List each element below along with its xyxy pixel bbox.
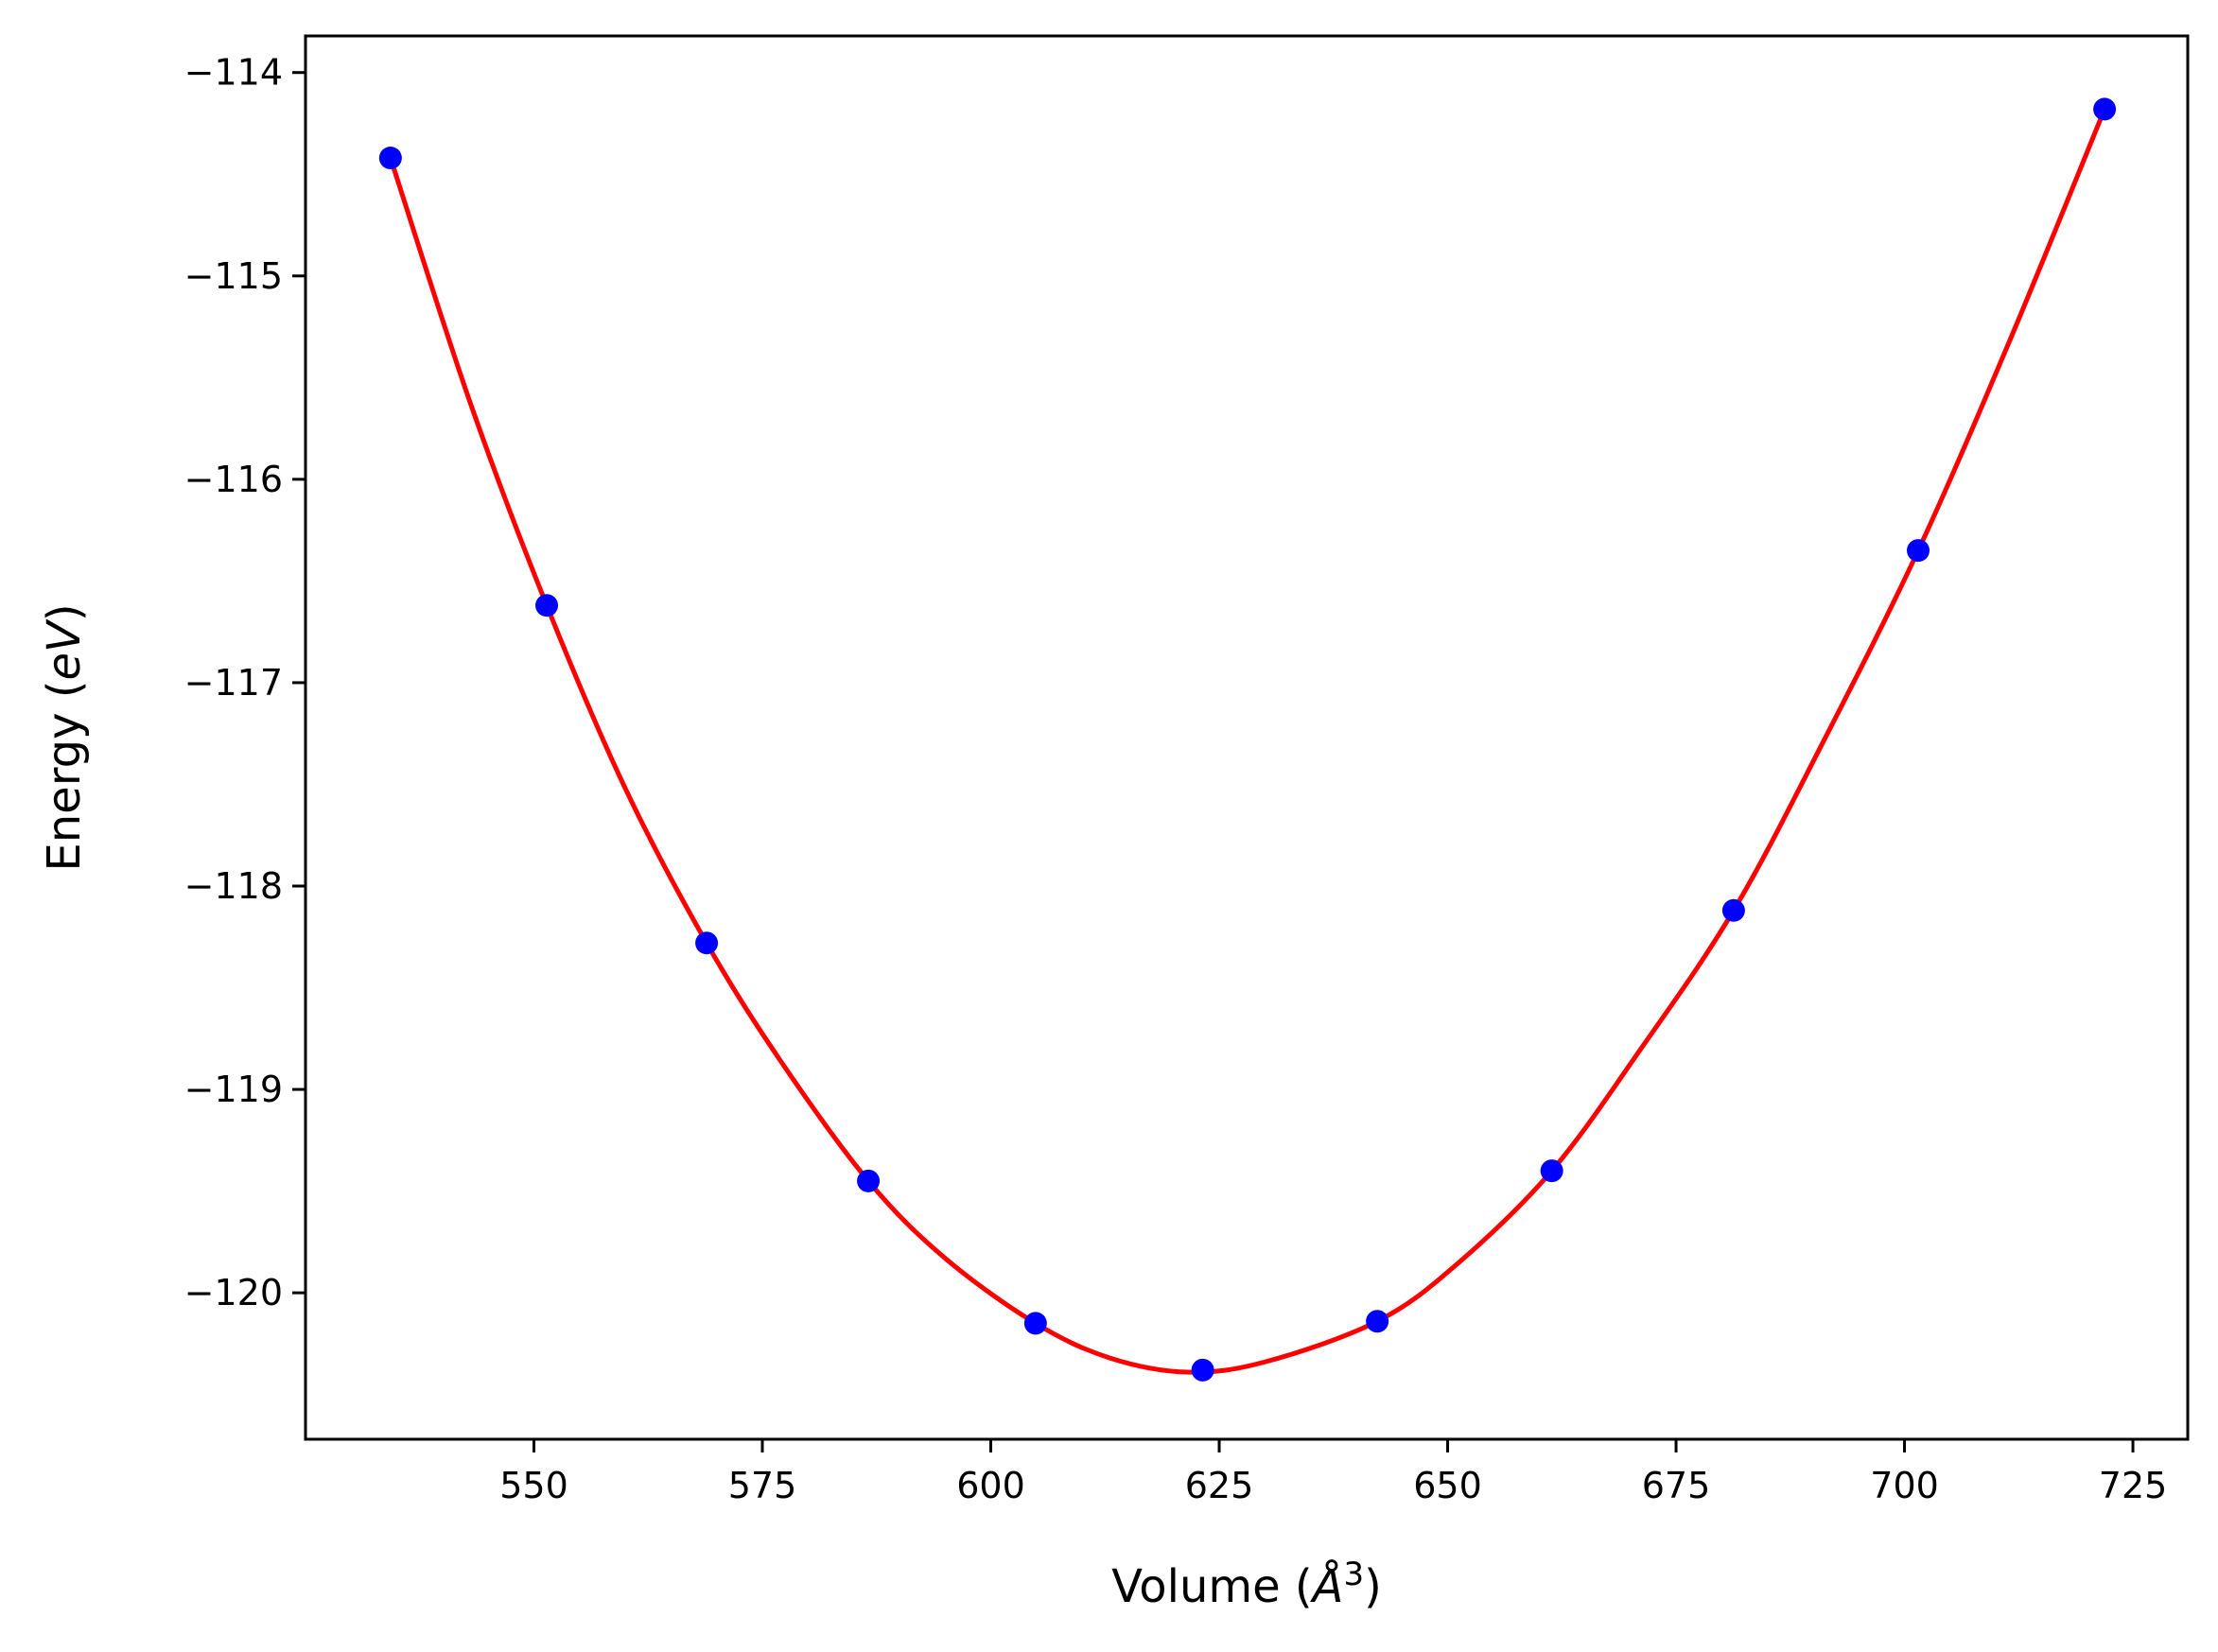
- y-tick-label: −115: [184, 255, 283, 297]
- data-point: [1366, 1310, 1389, 1333]
- data-point: [1191, 1358, 1214, 1382]
- y-tick-label: −117: [184, 662, 283, 704]
- y-tick-label: −114: [184, 52, 283, 94]
- y-tick-label: −119: [184, 1069, 283, 1110]
- axes-frame: [304, 34, 2190, 1441]
- x-tick-label: 625: [1185, 1465, 1254, 1506]
- x-axis-label: Volume (Å3): [1111, 1556, 1382, 1613]
- x-tick-label: 675: [1642, 1465, 1711, 1506]
- y-axis-ticks: −114 −115 −116 −117 −118 −119 −120: [184, 52, 306, 1313]
- x-tick-label: 550: [499, 1465, 568, 1506]
- data-point: [695, 931, 719, 955]
- data-point: [1023, 1312, 1047, 1335]
- x-tick-label: 650: [1413, 1465, 1482, 1506]
- y-tick-label: −120: [184, 1272, 283, 1313]
- x-axis-ticks: 550 575 600 625 650 675 700 725: [499, 1439, 2167, 1506]
- data-point: [1907, 539, 1930, 563]
- x-tick-label: 575: [728, 1465, 797, 1506]
- data-point: [535, 594, 559, 617]
- x-tick-label: 725: [2099, 1465, 2168, 1506]
- data-point: [2093, 97, 2117, 121]
- data-point: [857, 1169, 881, 1192]
- x-tick-label: 700: [1870, 1465, 1939, 1506]
- data-point: [1540, 1159, 1563, 1183]
- data-point: [378, 147, 402, 170]
- y-tick-label: −116: [184, 459, 283, 500]
- y-axis-label: Energy (eV): [38, 603, 91, 871]
- plot-area: [378, 97, 2117, 1382]
- x-tick-label: 600: [956, 1465, 1025, 1506]
- data-point: [1721, 898, 1745, 922]
- y-tick-label: −118: [184, 865, 283, 907]
